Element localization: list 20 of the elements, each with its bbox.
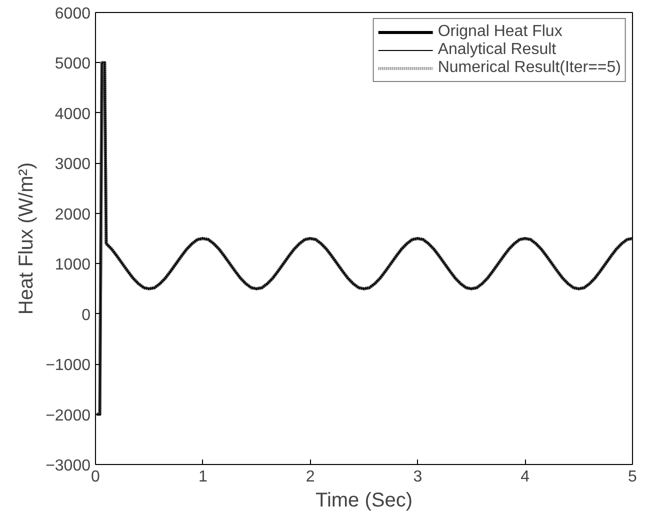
x-tick-label: 5 [628,468,638,486]
x-tick-label: 3 [413,468,422,486]
y-tick-label: 2000 [54,206,91,224]
legend-label: Orignal Heat Flux [438,23,562,41]
x-axis-title: Time (Sec) [315,490,413,512]
y-tick-label: 3000 [54,156,91,174]
x-tick-label: 2 [306,468,315,486]
y-tick-label: −3000 [46,458,91,474]
y-tick-label: 4000 [54,106,91,123]
y-tick-label: 0 [82,306,91,324]
y-tick-label: 5000 [54,56,91,73]
legend-label: Numerical Result(Iter==5) [438,59,621,77]
y-tick-label: 6000 [54,6,91,22]
y-tick-label: −2000 [46,407,91,424]
y-tick-label: 1000 [54,256,91,274]
y-axis-title: Heat Flux (W/m²) [16,162,38,315]
x-tick-label: 1 [198,468,208,486]
legend-label: Analytical Result [438,41,556,59]
x-tick-label: 4 [520,468,530,486]
y-tick-label: −1000 [46,357,91,374]
